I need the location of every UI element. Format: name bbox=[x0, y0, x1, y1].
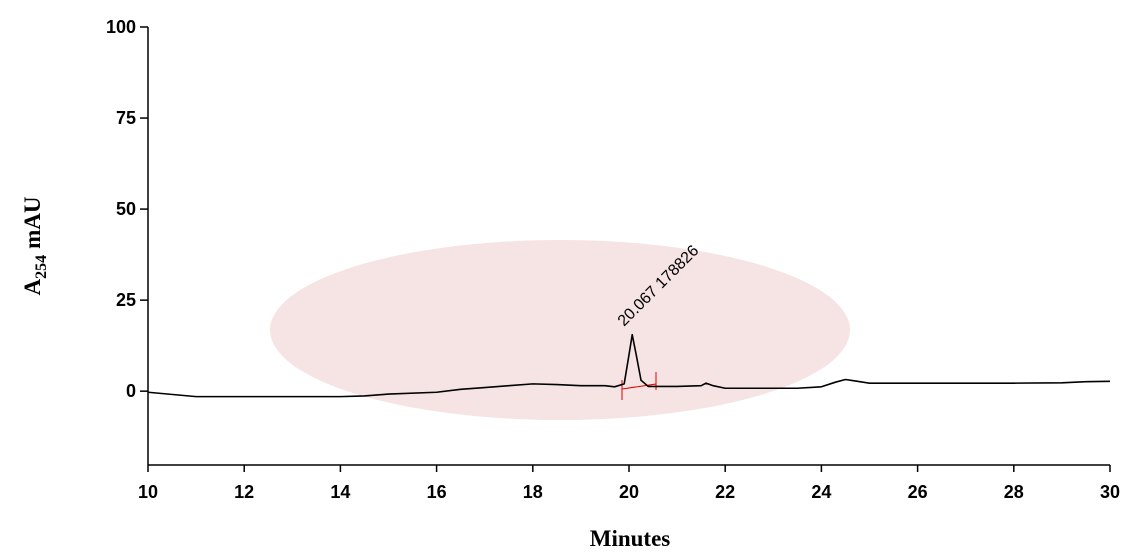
x-tick-label: 22 bbox=[715, 482, 735, 502]
x-tick-label: 30 bbox=[1100, 482, 1120, 502]
x-axis-title: Minutes bbox=[590, 526, 671, 551]
x-tick-label: 14 bbox=[330, 482, 350, 502]
y-tick-label: 25 bbox=[116, 290, 136, 310]
y-tick-label: 100 bbox=[106, 17, 136, 37]
y-tick-label: 75 bbox=[116, 108, 136, 128]
x-tick-label: 20 bbox=[619, 482, 639, 502]
trace bbox=[147, 333, 1111, 398]
x-tick-label: 10 bbox=[138, 482, 158, 502]
x-tick-label: 26 bbox=[908, 482, 928, 502]
y-tick-label: 50 bbox=[116, 199, 136, 219]
y-title-main: A bbox=[20, 279, 45, 296]
y-axis-title: A254 mAU bbox=[20, 196, 50, 295]
x-tick-label: 28 bbox=[1004, 482, 1024, 502]
x-tick-label: 16 bbox=[427, 482, 447, 502]
x-tick-label: 12 bbox=[234, 482, 254, 502]
y-title-unit: mAU bbox=[20, 196, 45, 249]
y-title-sub: 254 bbox=[33, 255, 50, 279]
y-tick-label: 0 bbox=[126, 381, 136, 401]
baseline-line bbox=[621, 383, 657, 390]
x-tick-label: 18 bbox=[523, 482, 543, 502]
x-tick-label: 24 bbox=[811, 482, 831, 502]
watermark bbox=[270, 240, 850, 420]
